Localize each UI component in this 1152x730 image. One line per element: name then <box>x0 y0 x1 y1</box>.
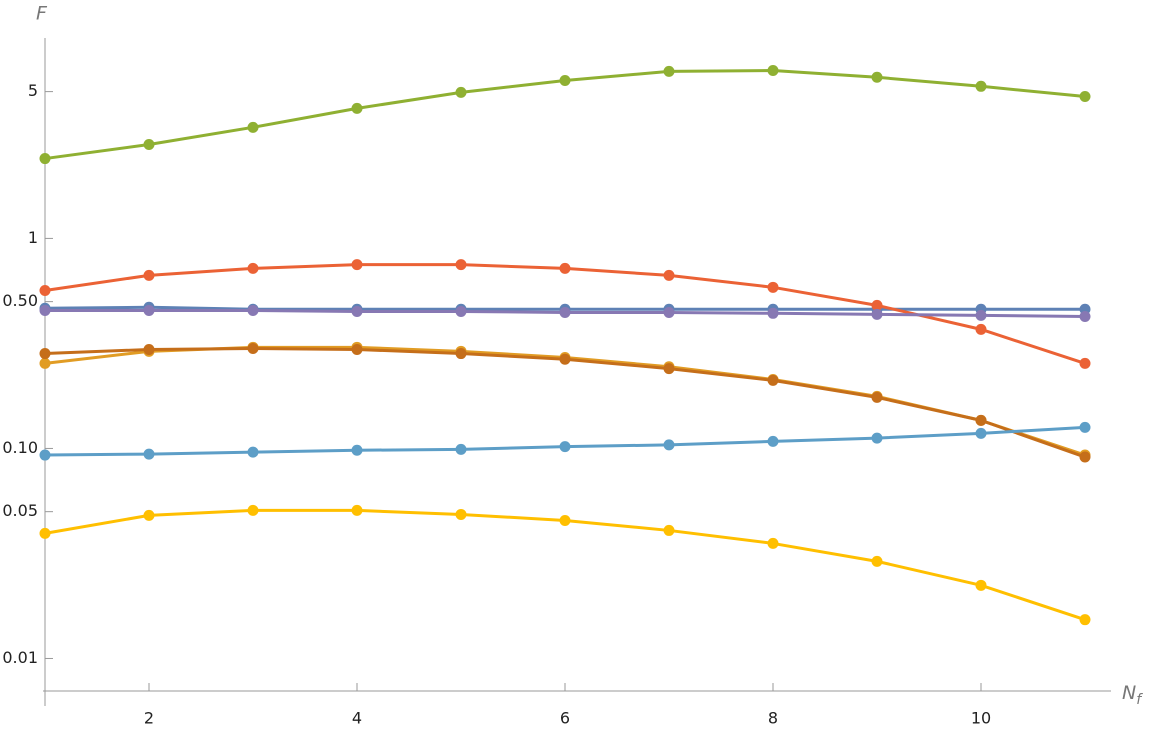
data-point <box>559 441 571 453</box>
x-axis-label-sub: f <box>1136 692 1143 708</box>
data-point <box>767 537 779 549</box>
data-point <box>663 269 675 281</box>
x-tick-label: 10 <box>971 709 991 728</box>
data-point <box>455 305 467 317</box>
data-point <box>247 262 259 274</box>
data-point <box>871 308 883 320</box>
data-point <box>559 306 571 318</box>
data-point <box>975 309 987 321</box>
x-tick-label: 8 <box>768 709 778 728</box>
y-tick-label: 0.05 <box>2 501 38 520</box>
data-point <box>975 414 987 426</box>
series-line <box>44 347 1086 459</box>
data-point <box>767 307 779 319</box>
x-tick-label: 6 <box>560 709 570 728</box>
data-point <box>663 306 675 318</box>
data-point <box>247 446 259 458</box>
data-point <box>143 139 155 151</box>
data-point <box>975 427 987 439</box>
data-point <box>975 323 987 335</box>
data-point <box>559 74 571 86</box>
data-point <box>39 304 51 316</box>
data-point <box>975 80 987 92</box>
data-point <box>351 444 363 456</box>
data-point <box>351 504 363 516</box>
series-line <box>44 508 1086 622</box>
data-point <box>39 284 51 296</box>
data-point <box>351 102 363 114</box>
data-point <box>143 304 155 316</box>
y-tick-label: 1 <box>28 228 38 247</box>
data-point <box>1079 357 1091 369</box>
data-point <box>455 443 467 455</box>
data-point <box>143 343 155 355</box>
data-point <box>1079 421 1091 433</box>
data-point <box>767 374 779 386</box>
y-axis-label: F <box>36 3 48 25</box>
data-point <box>1079 310 1091 322</box>
data-point <box>247 343 259 355</box>
data-point <box>351 259 363 271</box>
data-point <box>871 391 883 403</box>
data-point <box>455 86 467 98</box>
data-point <box>663 363 675 375</box>
x-tick-label: 4 <box>352 709 362 728</box>
data-point <box>455 508 467 520</box>
data-point <box>871 299 883 311</box>
data-point <box>143 448 155 460</box>
data-point <box>143 509 155 521</box>
data-point <box>247 504 259 516</box>
data-point <box>143 269 155 281</box>
data-point <box>455 348 467 360</box>
data-point <box>871 71 883 83</box>
data-point <box>39 153 51 165</box>
data-point <box>871 432 883 444</box>
y-tick-label: 0.10 <box>2 438 38 457</box>
data-point <box>39 527 51 539</box>
data-point <box>39 357 51 369</box>
data-point <box>1079 451 1091 463</box>
data-point <box>455 259 467 271</box>
x-axis-label: Nf <box>1122 682 1143 709</box>
data-point <box>663 524 675 536</box>
data-point <box>871 555 883 567</box>
data-point <box>559 262 571 274</box>
data-point <box>663 65 675 77</box>
data-point <box>767 65 779 77</box>
data-point <box>39 449 51 461</box>
y-tick-label: 5 <box>28 81 38 100</box>
data-point <box>663 439 675 451</box>
y-tick-label: 0.01 <box>2 648 38 667</box>
data-point <box>351 343 363 355</box>
data-point <box>975 579 987 591</box>
data-point <box>247 304 259 316</box>
x-axis-label-main: N <box>1122 682 1136 704</box>
data-point <box>559 353 571 365</box>
data-point <box>767 435 779 447</box>
data-point <box>767 281 779 293</box>
data-point <box>39 348 51 360</box>
y-tick-label: 0.50 <box>2 291 38 310</box>
data-point <box>247 121 259 133</box>
data-point <box>559 514 571 526</box>
data-point <box>1079 614 1091 626</box>
data-point <box>351 305 363 317</box>
data-point <box>1079 90 1091 102</box>
x-tick-label: 2 <box>144 709 154 728</box>
